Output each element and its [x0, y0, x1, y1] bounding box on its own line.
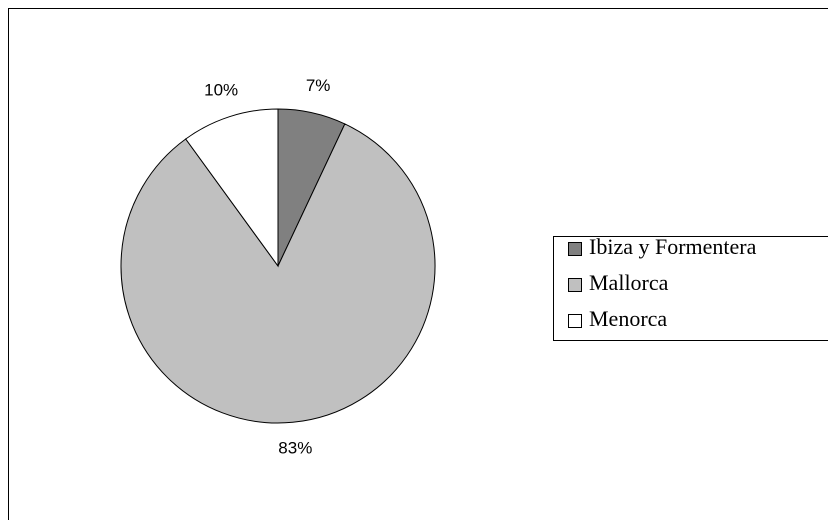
pie-slice [120, 123, 436, 424]
data-label: 83% [278, 439, 312, 458]
legend-label: Ibiza y Formentera [589, 234, 757, 259]
data-label: 10% [204, 80, 238, 99]
legend-swatch [568, 314, 582, 328]
legend-label: Mallorca [589, 270, 669, 295]
legend-label: Menorca [589, 306, 667, 331]
pie-slice [185, 108, 279, 268]
legend-box [553, 236, 828, 341]
data-label: 7% [306, 76, 331, 95]
legend-swatch [568, 242, 582, 256]
legend-swatch [568, 278, 582, 292]
